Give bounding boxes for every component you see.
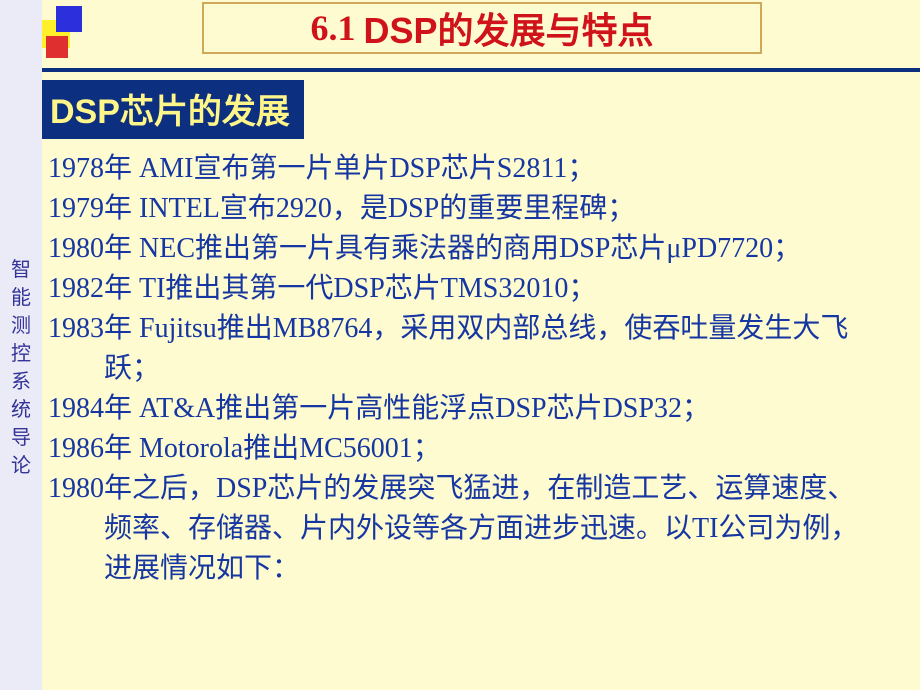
slide: 智能测控系统导论 6.1 DSP的发展与特点 DSP芯片的发展 1978年 AM… — [0, 0, 920, 690]
subtitle: DSP芯片的发展 — [42, 80, 304, 139]
deco-square-blue — [56, 6, 82, 32]
list-item: 1980年 NEC推出第一片具有乘法器的商用DSP芯片μPD7720； — [48, 229, 880, 269]
title-text: DSP的发展与特点 — [363, 2, 653, 54]
list-item: 1980年之后，DSP芯片的发展突飞猛进，在制造工艺、运算速度、频率、存储器、片… — [48, 469, 880, 589]
title-bar: 6.1 DSP的发展与特点 — [42, 0, 920, 58]
list-item: 1984年 AT&A推出第一片高性能浮点DSP芯片DSP32； — [48, 389, 880, 429]
title-number: 6.1 — [310, 7, 355, 49]
content-area: DSP芯片的发展 1978年 AMI宣布第一片单片DSP芯片S2811； 197… — [42, 80, 900, 680]
list-item: 1986年 Motorola推出MC56001； — [48, 429, 880, 469]
list-item: 1983年 Fujitsu推出MB8764，采用双内部总线，使吞吐量发生大飞跃； — [48, 309, 880, 389]
sidebar: 智能测控系统导论 — [0, 0, 42, 690]
slide-title: 6.1 DSP的发展与特点 — [202, 2, 762, 54]
deco-square-red — [46, 36, 68, 58]
sidebar-label: 智能测控系统导论 — [10, 256, 32, 480]
title-decoration — [42, 0, 90, 58]
body-text: 1978年 AMI宣布第一片单片DSP芯片S2811； 1979年 INTEL宣… — [42, 149, 900, 589]
list-item: 1979年 INTEL宣布2920，是DSP的重要里程碑； — [48, 189, 880, 229]
list-item: 1982年 TI推出其第一代DSP芯片TMS32010； — [48, 269, 880, 309]
list-item: 1978年 AMI宣布第一片单片DSP芯片S2811； — [48, 149, 880, 189]
title-rule — [42, 68, 920, 72]
